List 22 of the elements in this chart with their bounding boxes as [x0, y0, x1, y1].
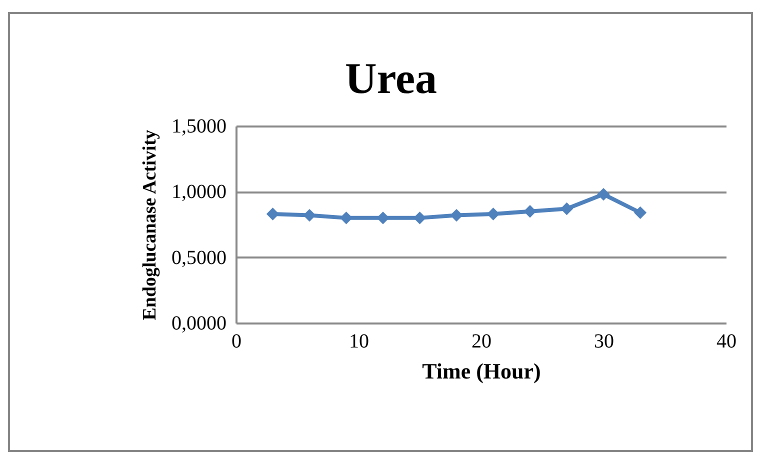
point: [340, 212, 353, 224]
y-tick-label: 1,0000: [172, 181, 226, 204]
point: [413, 212, 426, 224]
point: [266, 208, 280, 220]
y-tick-label: 1,5000: [172, 116, 226, 138]
y-tick-label: 0,5000: [172, 246, 226, 269]
point: [486, 208, 500, 220]
point: [303, 208, 316, 222]
x-tick-label: 30: [594, 330, 614, 352]
y-axis-title: Endoglucanase Activity: [140, 129, 160, 320]
x-tick-label: 10: [349, 330, 369, 352]
x-tick-label: 20: [472, 330, 492, 352]
x-axis-title: Time (Hour): [422, 358, 541, 384]
x-tick-label: 0: [232, 330, 242, 352]
y-tick-label: 0,0000: [172, 312, 226, 334]
point: [450, 208, 463, 222]
point: [560, 202, 574, 216]
point: [634, 206, 647, 220]
x-tick-label: 40: [716, 330, 736, 352]
point: [597, 188, 610, 201]
chart-title: Urea: [344, 54, 438, 103]
point: [524, 205, 536, 218]
